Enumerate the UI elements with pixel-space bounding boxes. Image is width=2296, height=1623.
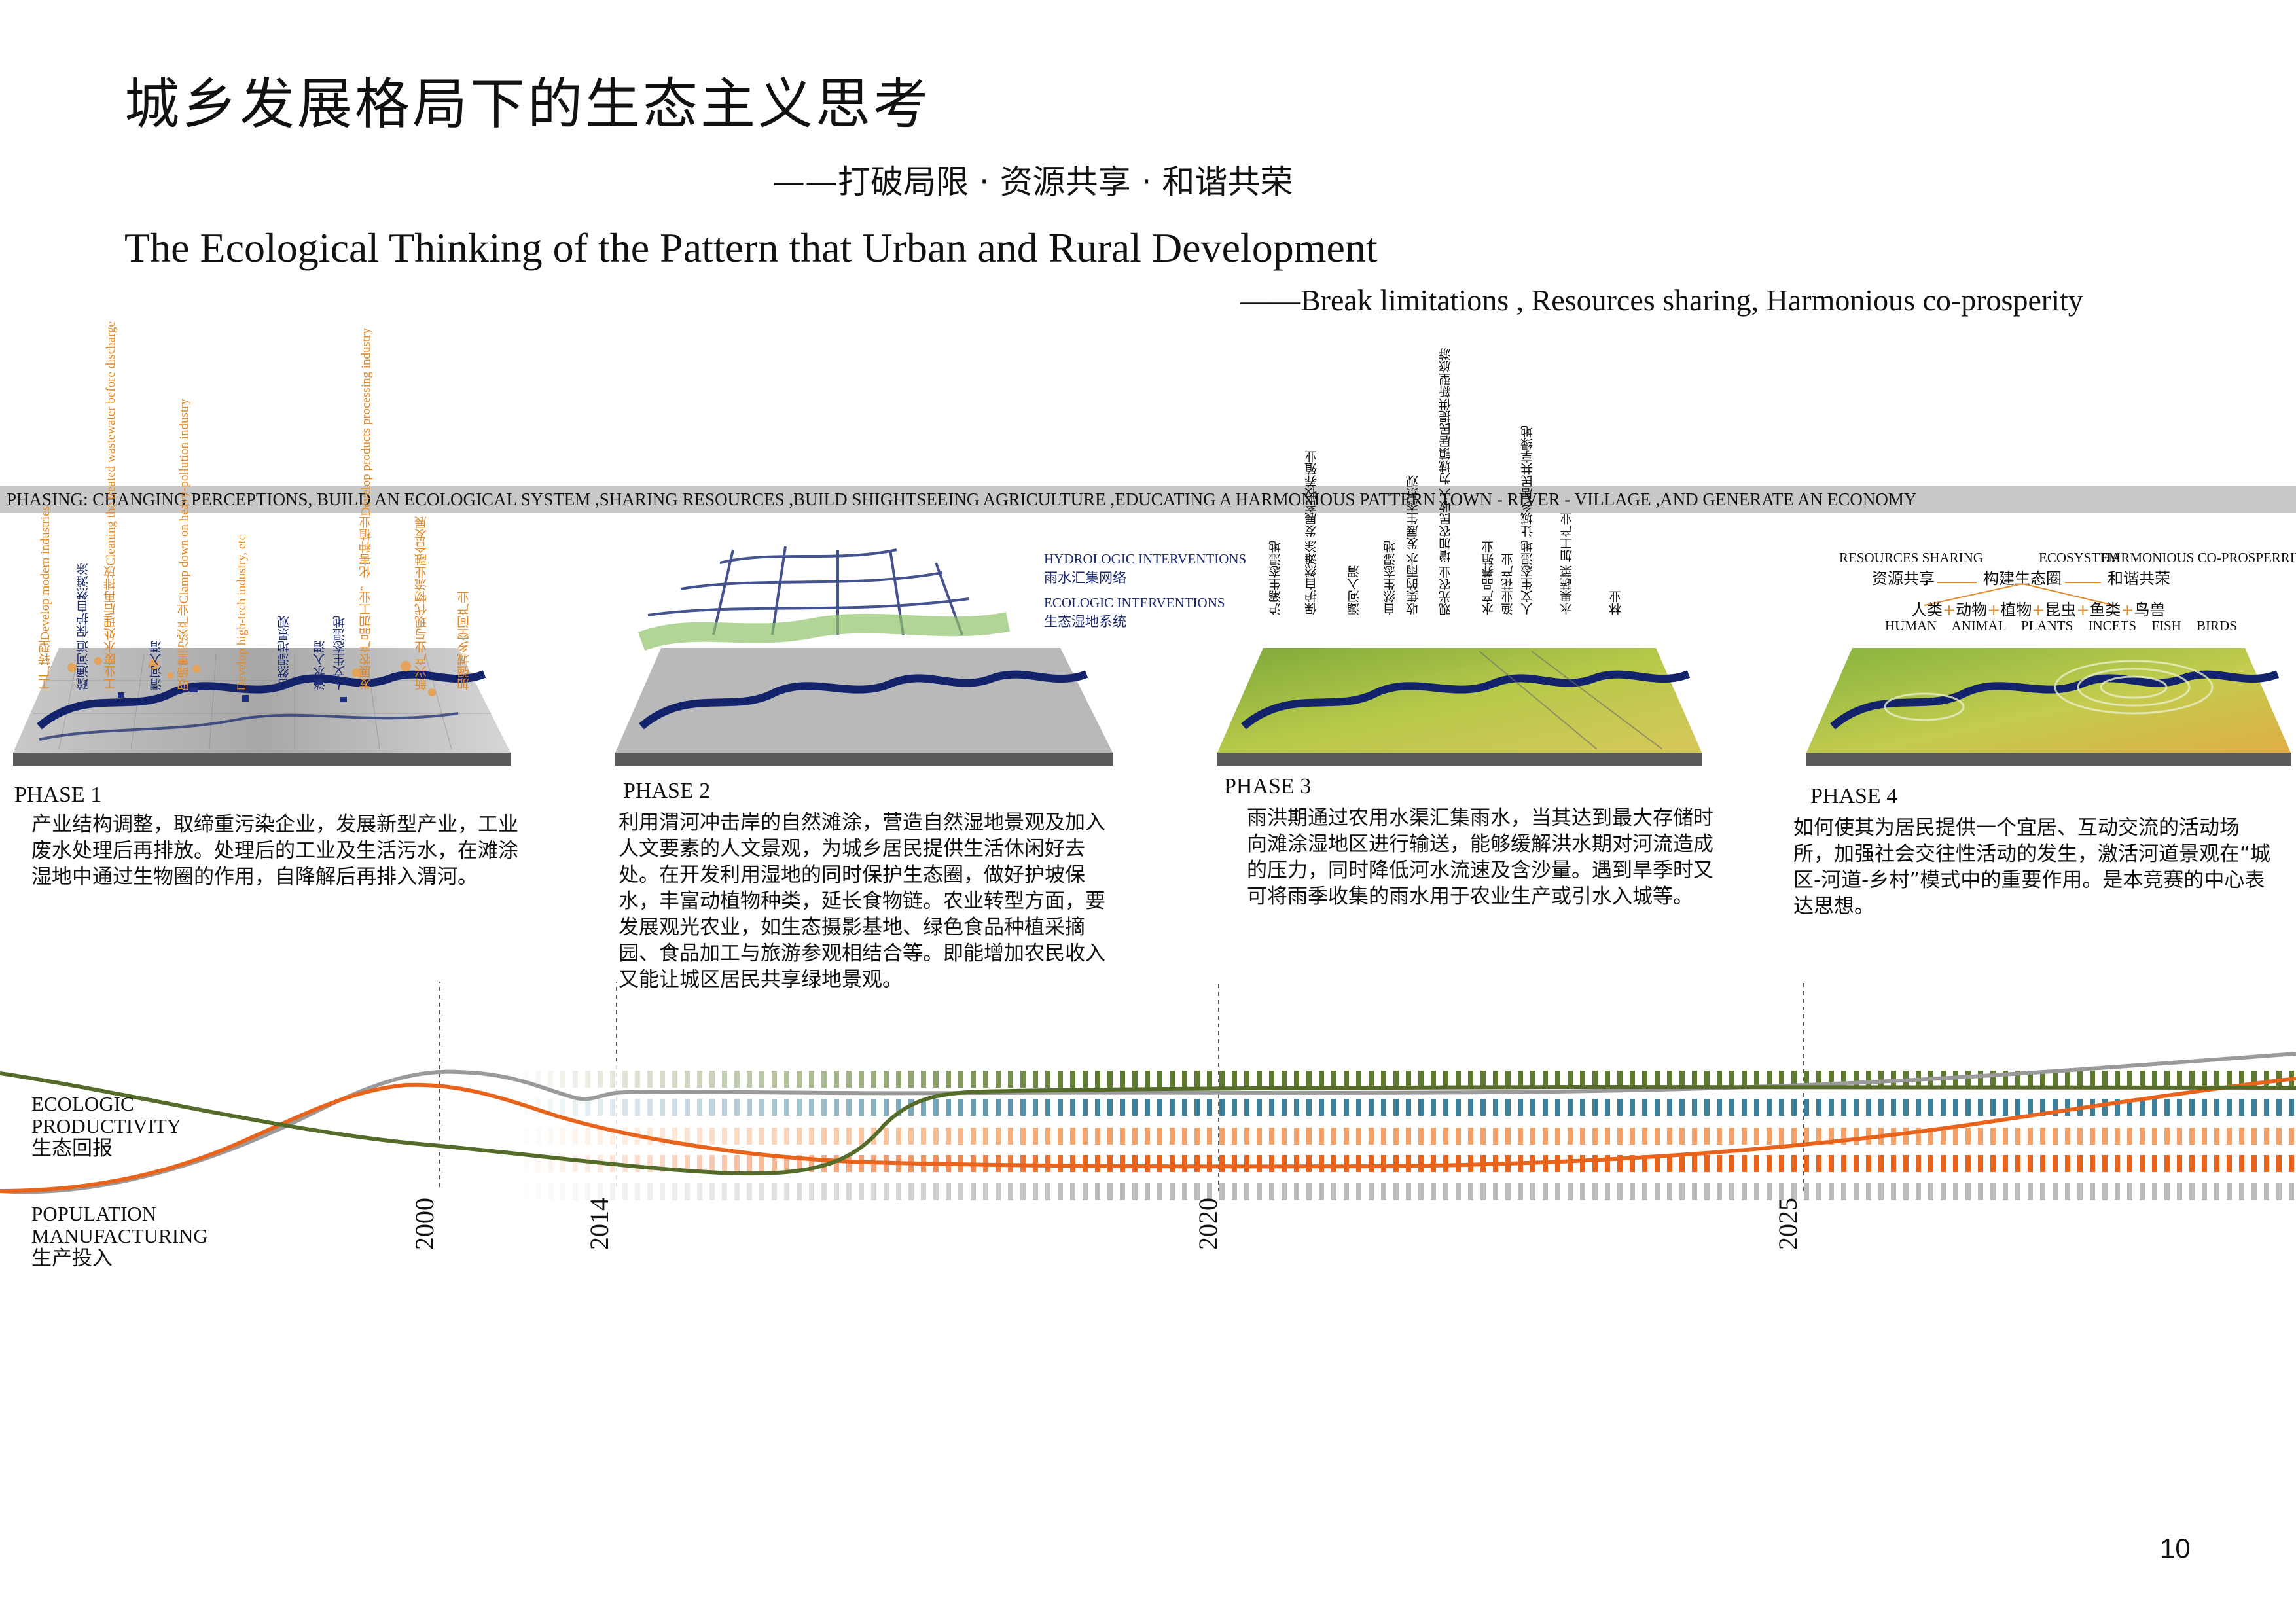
phase3-annotation: 水果蔬菜 加工产业	[1560, 512, 1574, 615]
ecologic-axis-label: ECOLOGIC PRODUCTIVITY 生态回报	[31, 1092, 182, 1160]
phase1-annotation: 新兴产业与现代物流业融合发展	[415, 516, 429, 690]
phase4-concept: RESOURCES SHARING ECOSYSTEM HARMONIOUS C…	[1839, 550, 2296, 641]
phase3-annotation: 人文生态湿地 让城乡居民共享绿地	[1521, 425, 1535, 615]
chain-cn-human: 人类	[1911, 601, 1943, 619]
phase1-annotation: Develop high-tech industry, etc	[235, 534, 249, 690]
phasing-banner: PHASING: CHANGING PERCEPTIONS, BUILD AN …	[0, 486, 2296, 513]
phase3-annotation: 灞河入渭	[1348, 565, 1361, 615]
ecologic-label-cn: 生态湿地系统	[1044, 614, 1126, 630]
phase1-annotation: 工业废水处理后再排放Cleaning the treated wastewate…	[104, 321, 118, 690]
phase3-annotation: 水产品养殖业	[1482, 541, 1496, 615]
band-fade	[511, 1063, 1100, 1207]
phase2-text: 利用渭河冲击岸的自然滩涂，营造自然湿地景观及加入人文要素的人文景观，为城乡居民提…	[619, 811, 1105, 991]
phase1-annotation: 人文生态湿地	[333, 616, 347, 690]
year-label-2000: 2000	[410, 1198, 439, 1250]
phase1-annotation: 工厂转型Develop modern industries	[39, 506, 52, 690]
page-number: 10	[2160, 1533, 2191, 1563]
chain-cn-insects: 昆虫	[2045, 601, 2077, 619]
phase1-annotation: 淡水入渭	[314, 641, 327, 690]
population-axis-label: POPULATION MANUFACTURING 生产投入	[31, 1202, 208, 1270]
year-label-2025: 2025	[1773, 1198, 1803, 1250]
ecologic-label-en: ECOLOGIC INTERVENTIONS	[1044, 595, 1225, 611]
page-subtitle-cn: ——打破局限 · 资源共享 · 和谐共荣	[772, 163, 1293, 201]
phase3-text: 雨洪期通过农用水渠汇集雨水，当其达到最大存储时向滩涂湿地区进行输送，能够缓解洪水…	[1247, 806, 1713, 908]
phase1-annotation: 渭河入渭	[150, 641, 164, 690]
concept-en-1: RESOURCES SHARING	[1839, 550, 1983, 565]
hydrologic-label-en: HYDROLOGIC INTERVENTIONS	[1044, 551, 1247, 567]
phase3-map	[1217, 648, 1702, 766]
phasing-banner-text: PHASING: CHANGING PERCEPTIONS, BUILD AN …	[7, 490, 1917, 509]
phase4-text: 如何使其为居民提供一个宜居、互动交流的活动场所，加强社会交往性活动的发生，激活河…	[1793, 816, 2271, 918]
phase3-annotation: 观光农业 增加农民收入 为城镇居民提供新型旅游	[1439, 348, 1453, 616]
concept-chain-en: HUMAN ANIMAL PLANTS INCETS FISH BIRDS	[1885, 618, 2237, 633]
series-orange	[0, 1077, 2296, 1193]
phase1-annotation: 疏通河道 保护自然滩涂	[77, 563, 90, 690]
phase3-annotation: 自然生态湿地	[1384, 541, 1397, 615]
concept-cn-1: 资源共享	[1872, 569, 1935, 588]
page-title: 城乡发展格局下的生态主义思考	[124, 72, 931, 136]
concept-chain-cn: 人类+动物+植物+昆虫+鱼类+鸟兽	[1911, 601, 2166, 619]
phase1-text: 产业结构调整，取缔重污染企业，发展新型产业，工业废水处理后再排放。处理后的工业及…	[31, 813, 518, 889]
phase4-map	[1806, 648, 2291, 766]
phase-marker-lines	[439, 982, 1804, 1191]
chain-cn-plants: 植物	[2000, 601, 2032, 619]
phase1-annotation: 加强城乡空间产业	[457, 591, 471, 690]
phase2-legend: HYDROLOGIC INTERVENTIONS 雨水汇集网络 ECOLOGIC…	[1044, 551, 1246, 631]
phase3-label: PHASE 3	[1224, 774, 1312, 798]
page-subtitle-en: ——Break limitations , Resources sharing,…	[1240, 283, 2083, 317]
phase3-annotation: 渔业花产业	[1501, 553, 1515, 615]
chain-cn-fish: 鱼类	[2089, 601, 2121, 619]
year-label-2014: 2014	[584, 1198, 614, 1250]
page-title-en: The Ecological Thinking of the Pattern t…	[124, 224, 1378, 271]
chain-cn-birds: 鸟兽	[2134, 601, 2166, 619]
phase1-annotation: 自然湿地景观	[278, 616, 291, 690]
phase2-label: PHASE 2	[623, 779, 711, 803]
phase1-map	[13, 648, 511, 766]
concept-cn-3: 和谐共荣	[2108, 569, 2170, 588]
phase3-annotation: 收集的雨水 发展生态景观	[1407, 475, 1420, 615]
concept-en-2: ECOSYSTEM	[2039, 550, 2121, 565]
phase3-annotation: 林业	[1609, 590, 1623, 615]
concept-en-3: HARMONIOUS CO-PROSPERRITY	[2101, 550, 2296, 565]
timeline-chart	[0, 982, 2296, 1207]
phase1-annotation: 发展农产品加工业，化害种植业Develop products processin…	[359, 328, 373, 690]
year-label-2020: 2020	[1193, 1198, 1223, 1250]
series-green	[0, 1071, 2296, 1176]
phase2-map	[615, 546, 1113, 766]
hydrologic-label-cn: 雨水汇集网络	[1044, 570, 1126, 586]
phase1-annotation: 取缔重污染产业Clamp down on heavy-pollution ind…	[177, 398, 191, 690]
phase3-annotation: 保护自然滩涂 发展畜牧养殖业	[1305, 450, 1319, 615]
concept-connectors	[1924, 582, 2115, 606]
concept-cn-2: 构建生态圈	[1983, 569, 2062, 588]
phase1-label: PHASE 1	[14, 783, 102, 807]
phase4-label: PHASE 4	[1810, 784, 1898, 808]
chain-cn-animal: 动物	[1956, 601, 1988, 619]
phase3-annotation: 沪灞生态湿地	[1269, 541, 1283, 615]
